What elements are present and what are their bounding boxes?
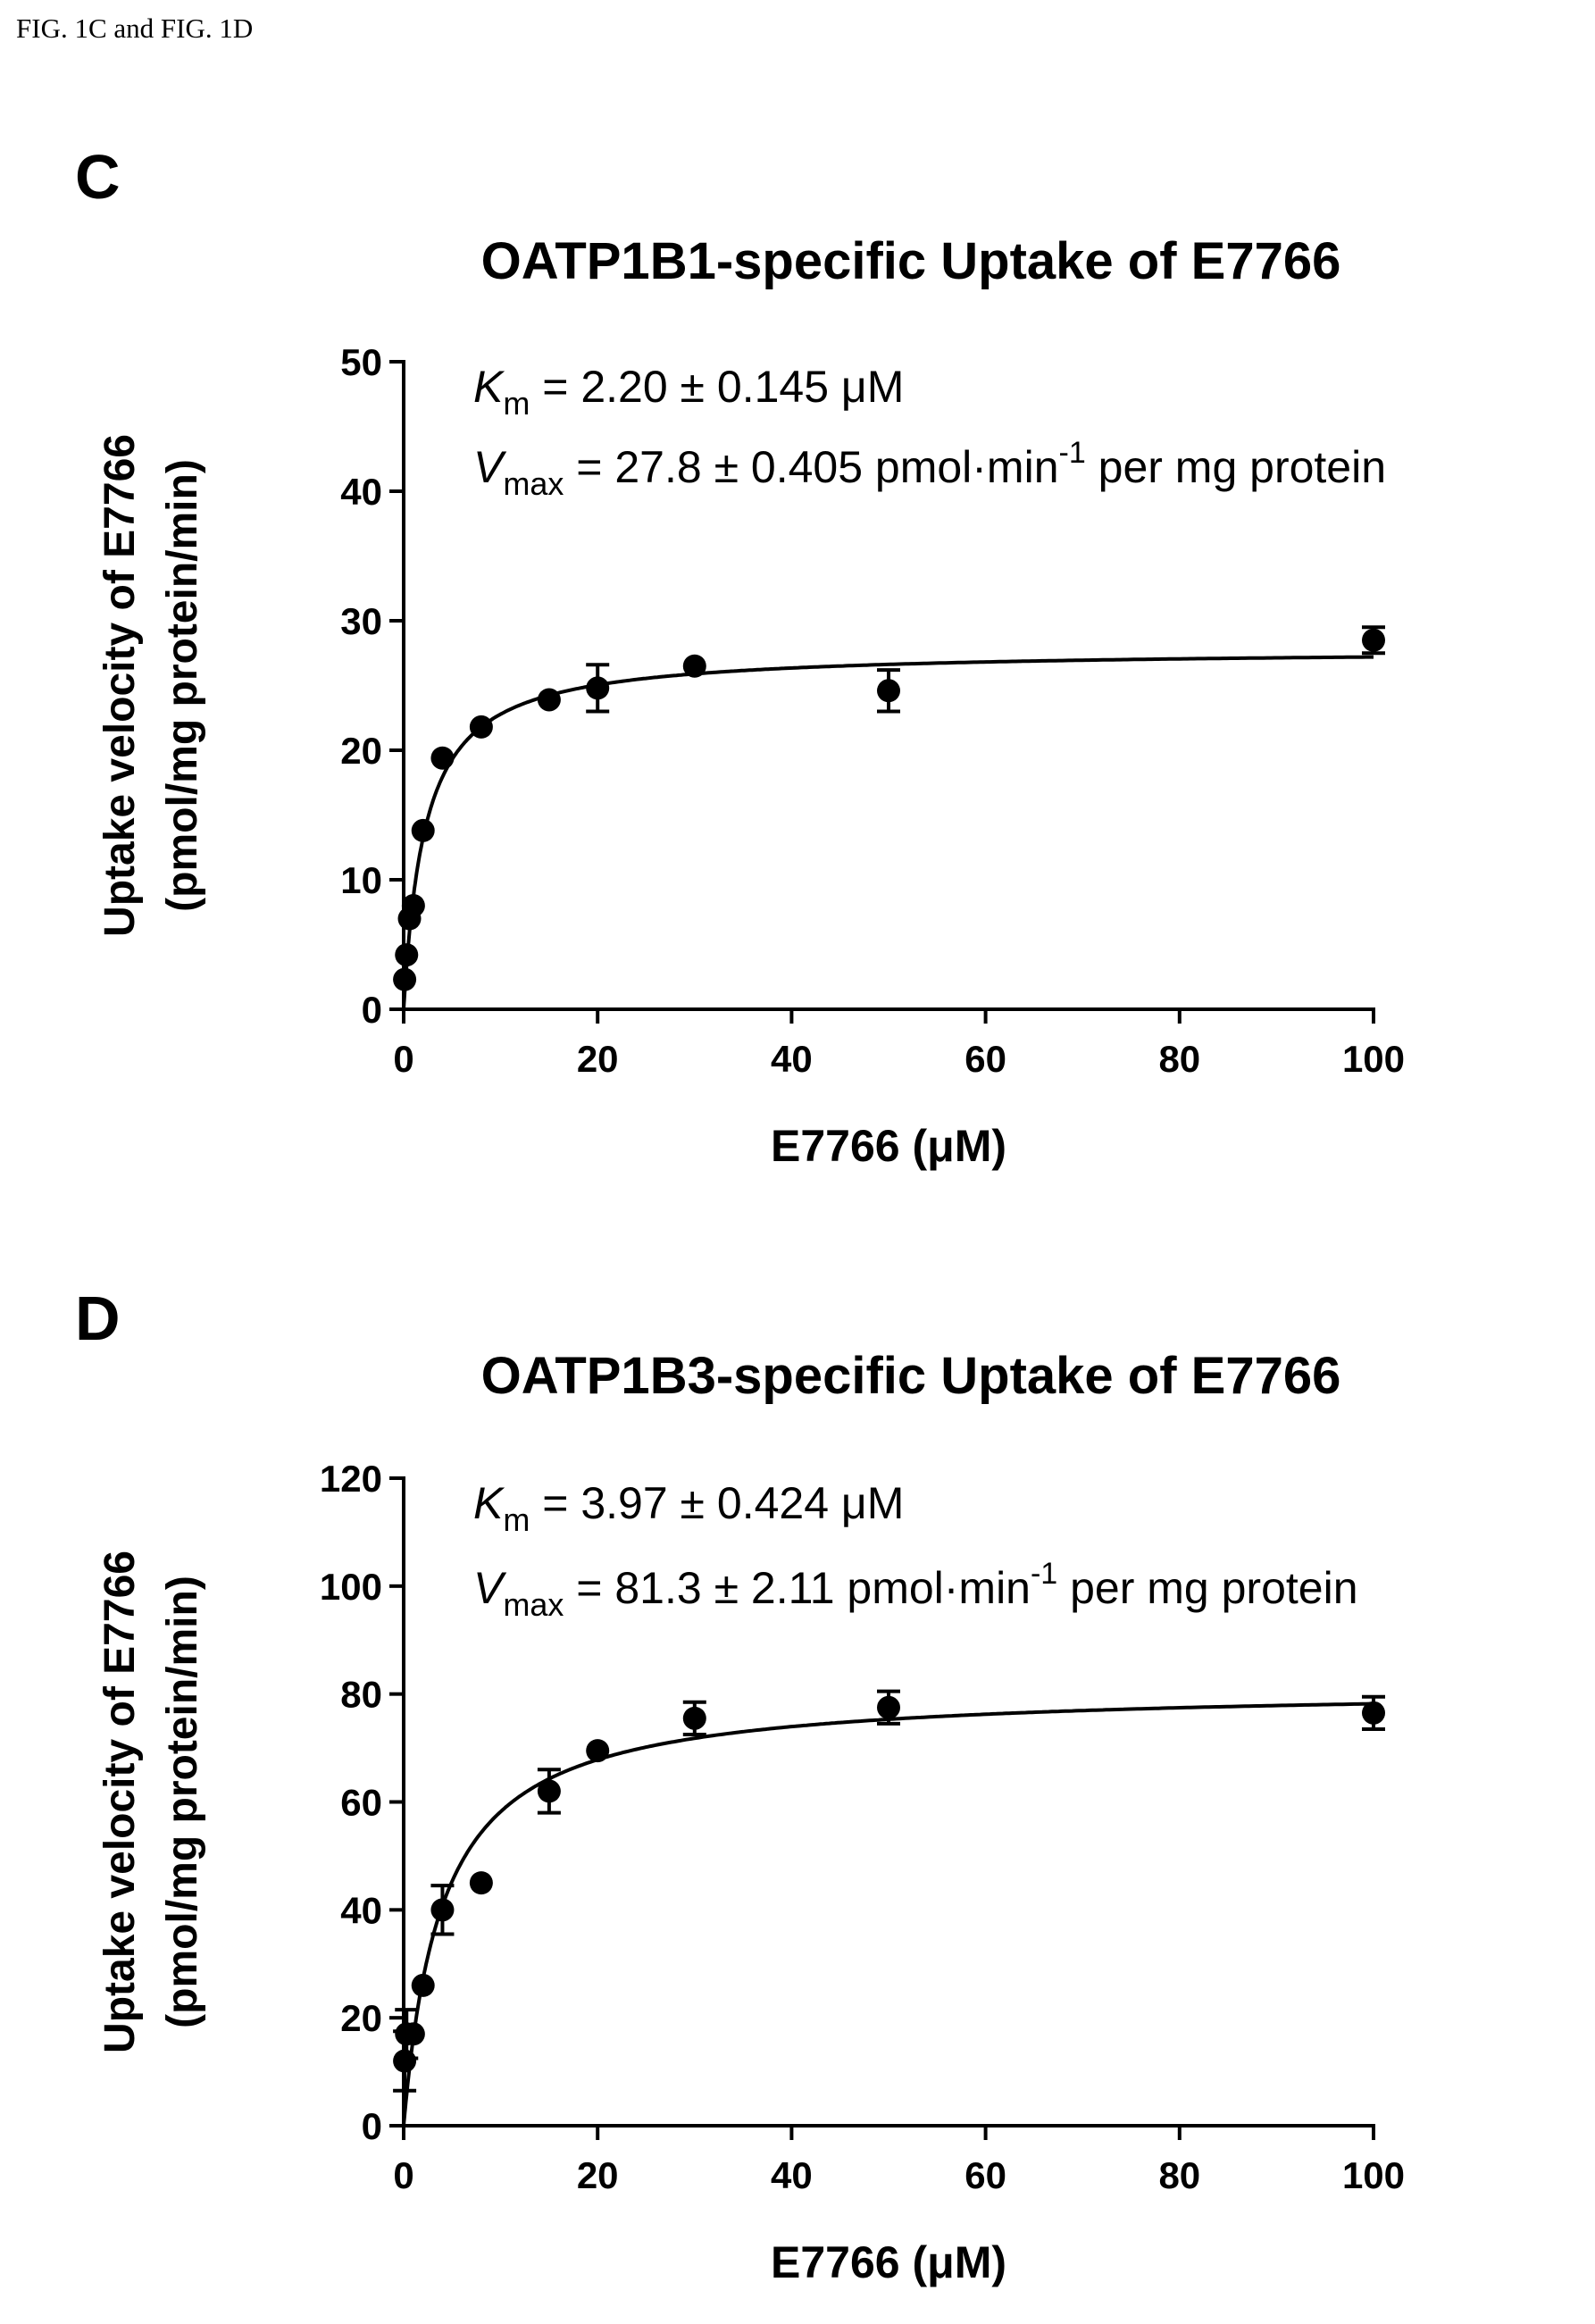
data-point <box>393 2049 417 2073</box>
y-tick-label: 30 <box>340 600 382 642</box>
data-point <box>430 1898 455 1922</box>
x-tick-label: 100 <box>1342 2154 1405 2196</box>
x-tick-label: 0 <box>393 1038 413 1080</box>
km-annotation: Km = 2.20 ± 0.145 μM <box>473 362 904 422</box>
data-point <box>586 676 610 700</box>
fit-curve <box>402 655 1374 1010</box>
x-tick-label: 0 <box>393 2154 413 2196</box>
fit-curve <box>402 1701 1374 2127</box>
y-tick-label: 0 <box>362 989 382 1031</box>
x-tick-label: 60 <box>965 1038 1006 1080</box>
data-point <box>586 1739 610 1763</box>
x-tick-label: 40 <box>771 2154 813 2196</box>
x-axis-label: E7766 (μM) <box>771 1121 1006 1171</box>
x-tick-label: 80 <box>1158 2154 1200 2196</box>
chart-title: OATP1B1-specific Uptake of E7766 <box>481 232 1341 290</box>
x-axis-label: E7766 (μM) <box>771 2237 1006 2287</box>
data-point <box>411 818 435 842</box>
y-tick-label: 60 <box>340 1782 382 1824</box>
x-tick-label: 20 <box>577 2154 619 2196</box>
figure-header: FIG. 1C and FIG. 1D <box>16 13 254 44</box>
y-tick-label: 20 <box>340 1997 382 2039</box>
y-tick-label: 40 <box>340 1889 382 1931</box>
data-point <box>401 894 425 917</box>
y-tick-label: 20 <box>340 730 382 772</box>
data-point <box>877 679 900 703</box>
data-point <box>393 967 417 991</box>
chart-c: C OATP1B1-specific Uptake of E7766 0 10 20 30… <box>75 142 1405 1171</box>
y-tick-label: 100 <box>320 1566 382 1608</box>
vmax-annotation: Vmax = 27.8 ± 0.405 pmol·min-1 per mg pr… <box>473 436 1386 502</box>
data-point <box>395 943 419 967</box>
data-point <box>430 746 455 770</box>
data-point <box>877 1695 900 1719</box>
y-axis-label: Uptake velocity of E7766 <box>96 434 144 937</box>
y-tick-label: 0 <box>362 2105 382 2147</box>
x-tick-label: 20 <box>577 1038 619 1080</box>
data-point <box>682 654 706 678</box>
data-point <box>682 1706 706 1730</box>
chart-d: D OATP1B3-specific Uptake of E7766 0 20 40 60… <box>75 1283 1405 2287</box>
chart-title: OATP1B3-specific Uptake of E7766 <box>481 1347 1341 1405</box>
data-point <box>537 1779 561 1803</box>
x-tick-label: 100 <box>1342 1038 1405 1080</box>
data-point <box>411 1973 435 1997</box>
y-tick-label: 50 <box>340 341 382 383</box>
data-point <box>1362 1701 1385 1725</box>
y-tick-label: 10 <box>340 859 382 901</box>
x-tick-label: 40 <box>771 1038 813 1080</box>
data-point <box>401 2022 425 2046</box>
y-tick-label: 120 <box>320 1458 382 1500</box>
x-tick-label: 60 <box>965 2154 1006 2196</box>
panel-letter: C <box>75 142 121 212</box>
vmax-annotation: Vmax = 81.3 ± 2.11 pmol·min-1 per mg pro… <box>473 1557 1358 1623</box>
y-axis-label: Uptake velocity of E7766 <box>96 1551 144 2053</box>
km-annotation: Km = 3.97 ± 0.424 μM <box>473 1478 904 1538</box>
data-point <box>537 688 561 712</box>
y-axis-label-unit: (pmol/mg protein/min) <box>159 459 206 912</box>
data-point <box>1362 628 1385 652</box>
y-axis-label-unit: (pmol/mg protein/min) <box>159 1576 206 2028</box>
panel-letter: D <box>75 1283 121 1353</box>
x-tick-label: 80 <box>1158 1038 1200 1080</box>
data-point <box>469 715 493 739</box>
y-tick-label: 40 <box>340 471 382 513</box>
y-tick-label: 80 <box>340 1674 382 1716</box>
data-point <box>469 1871 493 1895</box>
